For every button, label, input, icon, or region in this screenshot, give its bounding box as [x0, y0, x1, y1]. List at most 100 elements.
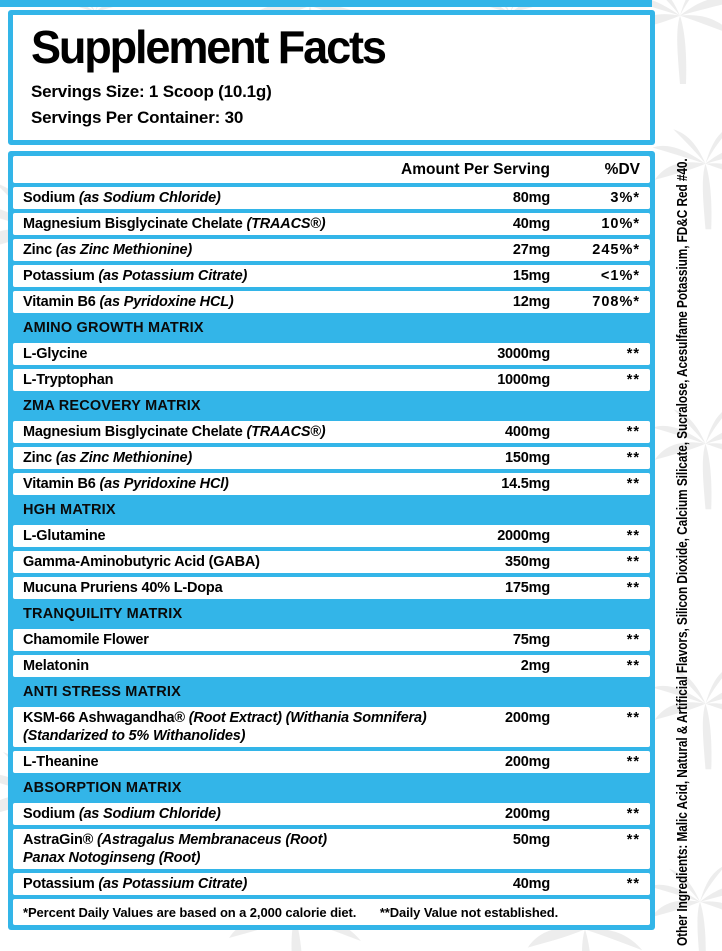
ingredient-detail: (as Zinc Methionine) — [55, 450, 193, 467]
ingredient-name: Vitamin B6 (as Pyridoxine HCl) — [23, 475, 445, 493]
section-header: ABSORPTION MATRIX — [23, 780, 182, 797]
footnote-row: *Percent Daily Values are based on a 2,0… — [13, 899, 650, 926]
ingredient-detail: (as Potassium Citrate) — [98, 268, 248, 285]
ingredient-detail: (as Potassium Citrate) — [98, 876, 248, 893]
amount-cell: 15mg — [512, 268, 550, 285]
ingredient-name: KSM-66 Ashwagandha® (Root Extract) (With… — [23, 709, 445, 745]
ingredient-base-name: Melatonin — [23, 658, 89, 675]
dv-cell: ** — [626, 832, 640, 849]
amount-cell: 14.5mg — [501, 476, 550, 493]
amount-cell: 200mg — [505, 754, 550, 771]
ingredient-base-name: Magnesium Bisglycinate Chelate — [23, 216, 243, 233]
ingredient-row: L-Theanine 200mg ** — [13, 751, 650, 774]
dv-cell: <1%* — [600, 268, 640, 285]
amount-cell: 40mg — [512, 876, 550, 893]
ingredient-row: Zinc (as Zinc Methionine) 150mg ** — [13, 447, 650, 470]
ingredient-base-name: L-Theanine — [23, 754, 99, 771]
ingredient-name: L-Theanine — [23, 753, 445, 771]
title-box: Supplement Facts Servings Size: 1 Scoop … — [8, 10, 655, 146]
ingredient-base-name: Chamomile Flower — [23, 632, 149, 649]
ingredient-detail: (TRAACS®) — [246, 424, 326, 441]
dv-cell: ** — [626, 476, 640, 493]
ingredient-name: L-Glutamine — [23, 527, 445, 545]
ingredient-row: L-Glutamine 2000mg ** — [13, 525, 650, 548]
dv-cell: ** — [626, 710, 640, 727]
section-header: HGH MATRIX — [23, 502, 116, 519]
ingredient-row: Chamomile Flower 75mg ** — [13, 629, 650, 652]
serving-size: Servings Size: 1 Scoop (10.1g) — [31, 82, 272, 102]
section-header: ZMA RECOVERY MATRIX — [23, 398, 201, 415]
ingredient-row: Mucuna Pruriens 40% L-Dopa 175mg ** — [13, 577, 650, 600]
ingredient-row: Sodium (as Sodium Chloride) 80mg 3%* — [13, 187, 650, 210]
ingredient-row: Vitamin B6 (as Pyridoxine HCL) 12mg 708%* — [13, 291, 650, 314]
page-title: Supplement Facts — [31, 21, 387, 73]
ingredient-base-name: L-Glycine — [23, 346, 88, 363]
amount-cell: 2000mg — [497, 528, 550, 545]
amount-cell: 50mg — [512, 832, 550, 849]
dv-cell: 3%* — [610, 190, 640, 207]
ingredient-row: KSM-66 Ashwagandha® (Root Extract) (With… — [13, 707, 650, 748]
ingredient-base-name: Potassium — [23, 268, 95, 285]
dv-cell: 245%* — [592, 242, 640, 259]
dv-cell: ** — [626, 754, 640, 771]
ingredient-name: Zinc (as Zinc Methionine) — [23, 449, 445, 467]
ingredient-name: Chamomile Flower — [23, 631, 445, 649]
ingredient-detail-line2: Panax Notoginseng (Root) — [23, 850, 201, 867]
amount-cell: 12mg — [512, 294, 550, 311]
ingredient-name: Zinc (as Zinc Methionine) — [23, 241, 445, 259]
amount-cell: 2mg — [520, 658, 550, 675]
ingredient-detail-line2: (Standarized to 5% Withanolides) — [23, 728, 246, 745]
dv-cell: ** — [626, 424, 640, 441]
ingredient-detail: (Astragalus Membranaceus (Root) — [96, 832, 327, 849]
ingredient-name: Melatonin — [23, 657, 445, 675]
amount-column-header: Amount Per Serving — [401, 161, 550, 179]
dv-cell: ** — [626, 450, 640, 467]
ingredient-detail: (as Sodium Chloride) — [78, 190, 221, 207]
ingredient-row: Potassium (as Potassium Citrate) 15mg <1%* — [13, 265, 650, 288]
ingredient-name: Potassium (as Potassium Citrate) — [23, 875, 445, 893]
section-header: ANTI STRESS MATRIX — [23, 684, 182, 701]
ingredient-detail: (as Pyridoxine HCL) — [99, 294, 234, 311]
footnote-daily-values: *Percent Daily Values are based on a 2,0… — [23, 905, 357, 921]
dv-cell: ** — [626, 580, 640, 597]
ingredient-detail: (Root Extract) (Withania Somnifera) — [188, 710, 427, 727]
ingredient-base-name: Magnesium Bisglycinate Chelate — [23, 424, 243, 441]
ingredient-base-name: Mucuna Pruriens 40% L-Dopa — [23, 580, 223, 597]
ingredient-row: AstraGin® (Astragalus Membranaceus (Root… — [13, 829, 650, 870]
ingredient-base-name: Vitamin B6 — [23, 476, 96, 493]
dv-cell: ** — [626, 876, 640, 893]
ingredient-row: Vitamin B6 (as Pyridoxine HCl) 14.5mg ** — [13, 473, 650, 496]
ingredient-row: L-Glycine 3000mg ** — [13, 343, 650, 366]
dv-cell: ** — [626, 346, 640, 363]
ingredient-base-name: Zinc — [23, 242, 53, 259]
ingredient-base-name: KSM-66 Ashwagandha® — [23, 710, 185, 727]
ingredient-row: Magnesium Bisglycinate Chelate (TRAACS®)… — [13, 421, 650, 444]
amount-cell: 27mg — [512, 242, 550, 259]
dv-cell: ** — [626, 528, 640, 545]
dv-column-header: %DV — [604, 161, 640, 179]
ingredient-row: Sodium (as Sodium Chloride) 200mg ** — [13, 803, 650, 826]
ingredient-row: Potassium (as Potassium Citrate) 40mg ** — [13, 873, 650, 896]
dv-cell: 10%* — [601, 216, 640, 233]
ingredient-detail: (as Sodium Chloride) — [78, 806, 221, 823]
dv-cell: ** — [626, 632, 640, 649]
amount-cell: 400mg — [505, 424, 550, 441]
ingredient-name: Vitamin B6 (as Pyridoxine HCL) — [23, 293, 445, 311]
ingredient-name: L-Tryptophan — [23, 371, 445, 389]
amount-cell: 3000mg — [497, 346, 550, 363]
dv-cell: ** — [626, 554, 640, 571]
amount-cell: 40mg — [512, 216, 550, 233]
ingredient-name: Potassium (as Potassium Citrate) — [23, 267, 445, 285]
servings-per-container: Servings Per Container: 30 — [31, 107, 244, 127]
dv-cell: ** — [626, 372, 640, 389]
ingredient-base-name: Sodium — [23, 190, 75, 207]
ingredient-row: Zinc (as Zinc Methionine) 27mg 245%* — [13, 239, 650, 262]
ingredient-base-name: AstraGin® — [23, 832, 94, 849]
ingredient-detail: (as Pyridoxine HCl) — [99, 476, 229, 493]
ingredient-name: Sodium (as Sodium Chloride) — [23, 805, 445, 823]
dv-cell: ** — [626, 658, 640, 675]
ingredient-name: Magnesium Bisglycinate Chelate (TRAACS®) — [23, 215, 445, 233]
amount-cell: 200mg — [505, 806, 550, 823]
ingredient-name: Gamma-Aminobutyric Acid (GABA) — [23, 553, 445, 571]
